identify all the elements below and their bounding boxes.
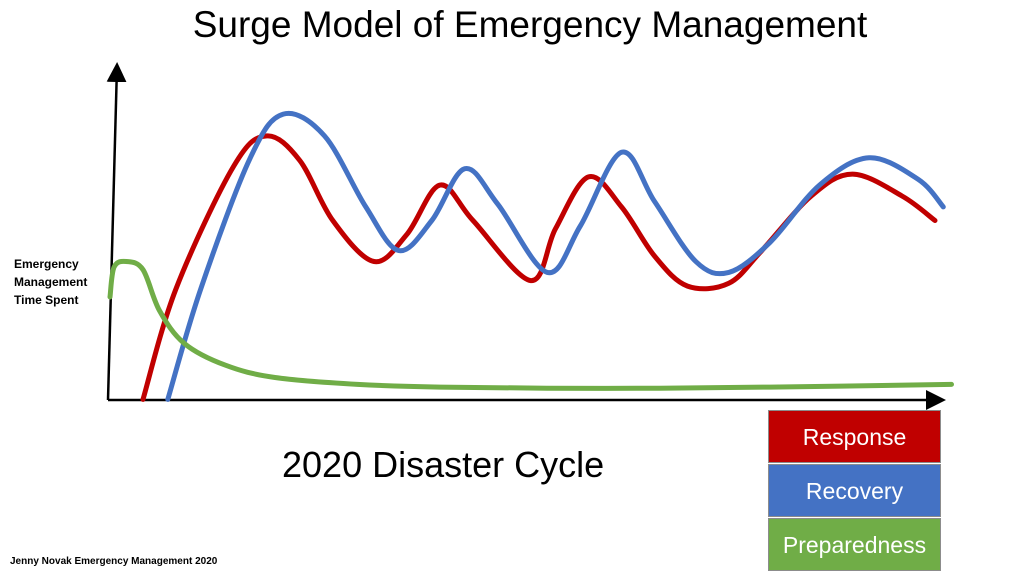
series-line-recovery bbox=[165, 110, 946, 402]
x-axis-label: 2020 Disaster Cycle bbox=[282, 444, 605, 485]
series-line-preparedness bbox=[107, 258, 954, 391]
legend-recovery: Recovery bbox=[768, 464, 941, 517]
y-axis-label: Emergency Management Time Spent bbox=[14, 255, 114, 309]
y-axis bbox=[106, 62, 127, 401]
y-axis-label-line: Time Spent bbox=[14, 293, 79, 307]
footer-credit: Jenny Novak Emergency Management 2020 bbox=[10, 556, 218, 567]
chart-title: Surge Model of Emergency Management bbox=[192, 4, 868, 45]
y-axis-label-line: Emergency bbox=[14, 257, 79, 271]
y-axis-label-line: Management bbox=[14, 275, 88, 289]
legend-preparedness: Preparedness bbox=[768, 518, 941, 571]
legend-response: Response bbox=[768, 410, 941, 463]
